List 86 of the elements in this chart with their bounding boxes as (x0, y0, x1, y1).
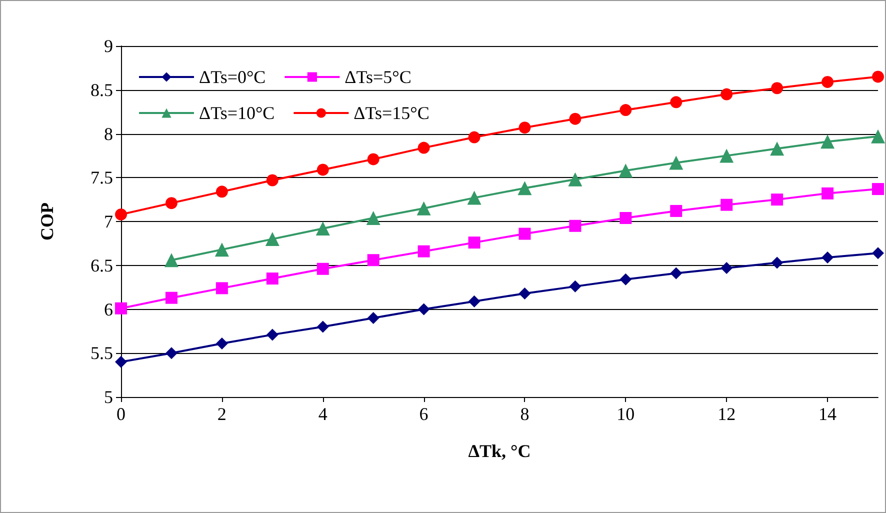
point (720, 148, 734, 163)
point (771, 256, 784, 269)
point (115, 208, 127, 220)
point (115, 356, 127, 368)
point (165, 197, 178, 210)
point (216, 186, 228, 198)
point (618, 164, 633, 178)
x-tick-label: 14 (818, 404, 837, 424)
point (216, 337, 228, 350)
point (670, 204, 682, 217)
legend-label: ΔTs=0°C (199, 67, 266, 87)
point (871, 129, 885, 144)
point (518, 287, 531, 300)
point (216, 282, 228, 294)
y-tick-label: 6.5 (90, 255, 113, 276)
point (620, 104, 632, 116)
point (822, 187, 834, 200)
point (670, 96, 682, 108)
point (418, 303, 430, 316)
x-tick-label: 6 (419, 404, 428, 424)
point (266, 328, 278, 341)
y-tick-label: 5.5 (90, 343, 113, 364)
point (720, 262, 733, 274)
y-tick-label: 9 (104, 36, 113, 56)
point (518, 228, 531, 240)
point (820, 134, 835, 149)
point (367, 254, 380, 266)
point (467, 190, 482, 205)
x-tick-label: 12 (718, 404, 736, 424)
point (265, 232, 280, 246)
point (872, 70, 884, 83)
point (316, 262, 329, 275)
y-tick-label: 8 (104, 124, 113, 144)
point (468, 295, 480, 308)
point (316, 320, 329, 333)
point (418, 245, 430, 258)
point (164, 253, 178, 268)
point (165, 292, 178, 304)
x-tick-label: 10 (616, 404, 635, 424)
point (115, 302, 127, 314)
point (822, 76, 834, 88)
point (468, 131, 480, 144)
y-tick-label: 5 (104, 387, 113, 407)
point (316, 222, 330, 236)
y-tick-label: 7.5 (90, 168, 113, 188)
point (620, 212, 632, 224)
legend-label: ΔTs=15°C (354, 103, 430, 123)
point (266, 272, 278, 285)
point (771, 194, 784, 206)
point (720, 198, 733, 211)
y-tick-label: 8.5 (90, 80, 113, 100)
point (872, 183, 884, 196)
point (569, 220, 582, 232)
point (518, 122, 531, 134)
point (165, 347, 178, 360)
point (770, 142, 784, 156)
y-tick-label: 7 (104, 212, 113, 232)
point (720, 88, 733, 100)
point (468, 236, 480, 249)
point (620, 273, 632, 286)
x-tick-label: 4 (318, 404, 328, 424)
legend-label: ΔTs=10°C (199, 103, 275, 123)
point (266, 174, 278, 186)
point (670, 267, 682, 280)
x-tick-label: 2 (217, 404, 226, 424)
y-axis-title: COP (37, 202, 57, 240)
point (418, 142, 430, 154)
point (568, 172, 582, 186)
point (569, 112, 582, 125)
point (669, 156, 684, 170)
legend-label: ΔTs=5°C (344, 67, 412, 87)
x-tick-label: 8 (520, 404, 530, 424)
point (367, 312, 380, 324)
x-axis-title: ΔTk, °C (468, 441, 531, 461)
point (569, 280, 582, 292)
y-tick-label: 6 (104, 299, 113, 320)
point (771, 82, 784, 94)
point (416, 201, 431, 216)
x-tick-label: 0 (116, 404, 126, 424)
point (366, 210, 380, 225)
point (518, 181, 532, 196)
point (214, 242, 229, 257)
point (872, 247, 884, 260)
point (822, 251, 834, 264)
point (367, 153, 380, 166)
point (316, 164, 329, 176)
